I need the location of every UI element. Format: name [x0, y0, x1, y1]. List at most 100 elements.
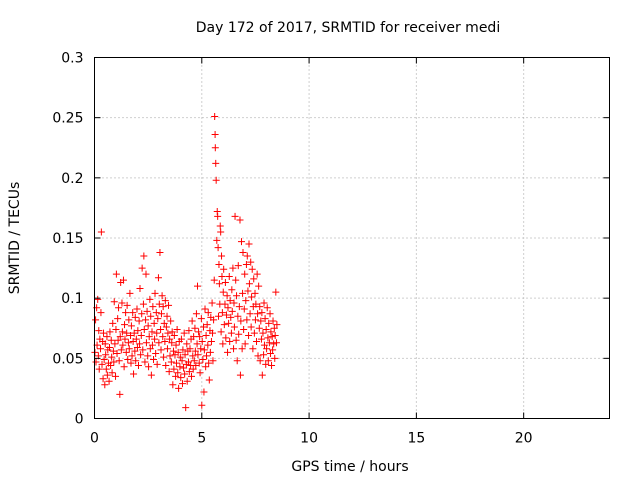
- data-point: [247, 258, 255, 266]
- data-point: [123, 329, 131, 337]
- data-point: [144, 352, 152, 360]
- data-point: [108, 369, 116, 377]
- data-point: [272, 288, 280, 296]
- data-point: [262, 325, 270, 333]
- data-point: [205, 376, 213, 384]
- data-point: [247, 323, 255, 331]
- grid-layer: [94, 57, 610, 419]
- data-point: [236, 216, 244, 224]
- data-point: [268, 362, 276, 370]
- data-point: [165, 368, 173, 376]
- data-point: [248, 293, 256, 301]
- data-point: [217, 328, 225, 336]
- data-point: [169, 381, 177, 389]
- data-point: [228, 286, 236, 294]
- data-point: [105, 377, 113, 385]
- data-point: [120, 363, 128, 371]
- data-point: [108, 353, 116, 361]
- data-point: [239, 289, 247, 297]
- data-point: [233, 357, 241, 365]
- data-point: [246, 310, 254, 318]
- data-point: [222, 334, 230, 342]
- data-point: [124, 356, 132, 364]
- data-point: [146, 295, 154, 303]
- data-point: [174, 369, 182, 377]
- data-point: [180, 364, 188, 372]
- data-point: [218, 309, 226, 317]
- data-point: [227, 313, 235, 321]
- data-point: [172, 341, 180, 349]
- data-point: [139, 300, 147, 308]
- data-point: [168, 328, 176, 336]
- data-point: [263, 345, 271, 353]
- data-point: [131, 347, 139, 355]
- data-point: [228, 307, 236, 315]
- data-point: [152, 309, 160, 317]
- data-point: [128, 352, 136, 360]
- data-point: [233, 292, 241, 300]
- data-point: [151, 335, 159, 343]
- data-point: [217, 228, 225, 236]
- data-point: [237, 238, 245, 246]
- data-point: [153, 360, 161, 368]
- data-point: [213, 236, 221, 244]
- data-point: [257, 317, 265, 325]
- data-point: [220, 265, 228, 273]
- data-point: [199, 356, 207, 364]
- data-point: [216, 222, 224, 230]
- data-point: [115, 304, 123, 312]
- data-point: [132, 357, 140, 365]
- data-point: [219, 340, 227, 348]
- y-axis-title: SRMTID / TECUs: [7, 182, 23, 295]
- data-point: [125, 316, 133, 324]
- data-point: [107, 362, 115, 370]
- data-point: [136, 285, 144, 293]
- data-point: [177, 374, 185, 382]
- data-point: [198, 337, 206, 345]
- data-point: [256, 303, 264, 311]
- data-point: [117, 346, 125, 354]
- data-point: [250, 275, 258, 283]
- data-point: [166, 352, 174, 360]
- x-tick-label: 5: [197, 431, 206, 447]
- data-point: [140, 325, 148, 333]
- data-point: [204, 309, 212, 317]
- data-point: [179, 346, 187, 354]
- y-tick-label: 0: [75, 412, 84, 428]
- data-point: [187, 372, 195, 380]
- data-point: [269, 346, 277, 354]
- data-point: [119, 276, 127, 284]
- data-point: [195, 328, 203, 336]
- data-point: [260, 341, 268, 349]
- data-point: [133, 344, 141, 352]
- y-tick-label: 0.15: [52, 231, 83, 247]
- data-point: [218, 252, 226, 260]
- data-point: [107, 336, 115, 344]
- data-point: [142, 270, 150, 278]
- data-point: [170, 331, 178, 339]
- data-point: [267, 328, 275, 336]
- data-point: [167, 358, 175, 366]
- data-point: [140, 252, 148, 260]
- data-point: [172, 372, 180, 380]
- data-point: [122, 309, 130, 317]
- data-point: [210, 276, 218, 284]
- data-point: [197, 345, 205, 353]
- data-point: [112, 372, 120, 380]
- data-point: [253, 270, 261, 278]
- data-point: [251, 289, 259, 297]
- data-point: [230, 345, 238, 353]
- data-point: [271, 354, 279, 362]
- data-point: [249, 345, 257, 353]
- data-point: [215, 280, 223, 288]
- data-point: [232, 336, 240, 344]
- data-point: [226, 297, 234, 305]
- data-point: [134, 327, 142, 335]
- data-point: [258, 309, 266, 317]
- data-point: [164, 329, 172, 337]
- data-point: [248, 265, 256, 273]
- data-point: [148, 341, 156, 349]
- data-point: [106, 328, 114, 336]
- data-point: [174, 348, 182, 356]
- data-point: [150, 319, 158, 327]
